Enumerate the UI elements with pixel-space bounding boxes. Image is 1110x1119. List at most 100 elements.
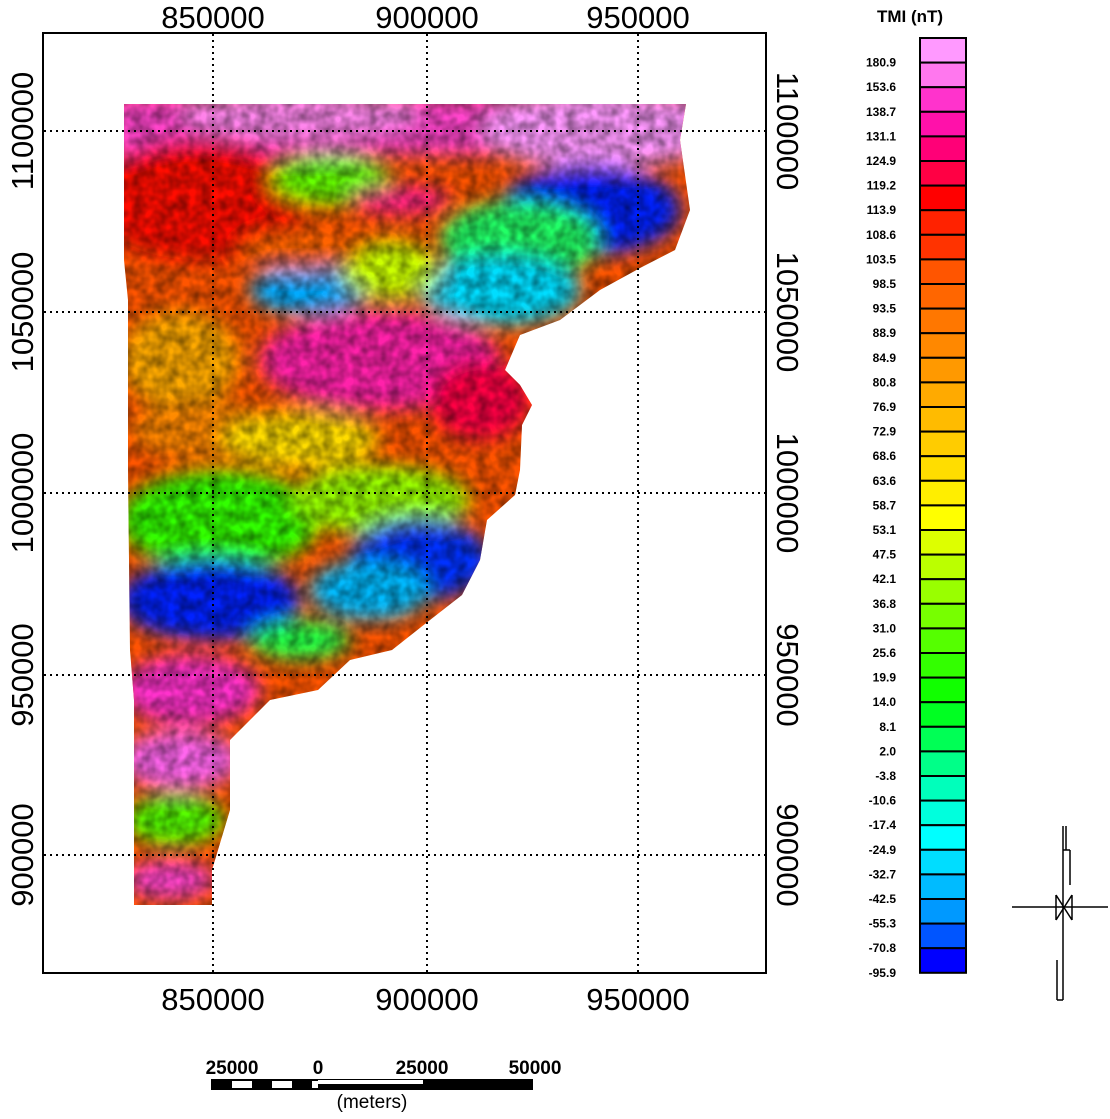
legend-swatch: [919, 553, 967, 581]
legend-swatch: [919, 430, 967, 458]
legend-swatch: [919, 701, 967, 728]
legend-label: 63.6: [873, 474, 897, 488]
y-tick-left: 900000: [5, 803, 40, 906]
legend-swatch: [919, 529, 967, 556]
legend-label: 153.6: [866, 80, 896, 94]
legend-swatch: [919, 307, 967, 335]
y-tick-right: 900000: [770, 803, 805, 906]
legend-swatch: [919, 479, 967, 507]
legend-label: 25.6: [873, 646, 897, 660]
legend-label: 58.7: [873, 498, 897, 512]
legend-swatch: [919, 86, 967, 113]
legend-label: 98.5: [873, 277, 897, 291]
legend-label: 72.9: [873, 425, 897, 439]
x-ticks-top: 850000 900000 950000: [161, 0, 689, 35]
y-tick-right: 1100000: [770, 72, 805, 190]
legend-swatch: [919, 37, 967, 64]
legend-label: 138.7: [866, 105, 896, 119]
x-tick-top: 950000: [586, 0, 689, 35]
y-tick-left: 1000000: [5, 433, 40, 554]
legend-swatch: [919, 209, 967, 236]
legend-swatch: [919, 898, 967, 925]
legend-label: 119.2: [867, 179, 897, 193]
legend-title: TMI (nT): [877, 7, 943, 26]
legend-swatch: [919, 455, 967, 482]
x-tick-bottom: 850000: [161, 982, 264, 1017]
legend-swatch: [919, 258, 967, 285]
legend-label: 103.5: [866, 252, 896, 266]
legend-label: -10.6: [869, 794, 897, 808]
legend-label: -24.9: [869, 843, 897, 857]
legend-swatch: [919, 578, 967, 605]
legend-label: 80.8: [873, 375, 897, 389]
legend-swatch: [919, 110, 967, 138]
legend-swatch: [919, 406, 967, 433]
legend-label: 131.1: [866, 129, 896, 143]
legend-label: -95.9: [869, 966, 897, 980]
legend-label: 124.9: [866, 154, 896, 168]
x-ticks-bottom: 850000 900000 950000: [161, 982, 689, 1017]
x-tick-top: 850000: [161, 0, 264, 35]
legend-swatch: [919, 873, 967, 901]
legend-swatch: [919, 775, 967, 802]
color-legend: TMI (nT) 180.9153.6138.7131.1124.9119.21…: [866, 7, 967, 980]
legend-swatch: [919, 824, 967, 851]
legend-label: 113.9: [867, 203, 897, 217]
legend-swatch: [919, 233, 967, 261]
scale-label: 0: [313, 1058, 324, 1079]
legend-label: 47.5: [873, 548, 897, 562]
scale-label: 50000: [509, 1058, 562, 1079]
legend-label: 42.1: [873, 572, 897, 586]
y-ticks-left: 1100000 1050000 1000000 950000 900000: [5, 72, 40, 907]
y-tick-left: 1050000: [5, 252, 40, 373]
legend-swatch: [919, 135, 967, 162]
legend-swatch: [919, 332, 967, 359]
scale-label: 25000: [206, 1058, 259, 1079]
y-tick-right: 950000: [770, 623, 805, 726]
legend-label: 19.9: [873, 671, 897, 685]
y-tick-left: 1100000: [5, 72, 40, 190]
legend-label: -42.5: [869, 892, 897, 906]
legend-label: 88.9: [873, 326, 897, 340]
legend-swatch: [919, 750, 967, 778]
legend-swatch: [919, 725, 967, 753]
y-ticks-right: 1100000 1050000 1000000 950000 900000: [770, 72, 805, 907]
legend-swatches: [919, 37, 967, 974]
north-arrow-icon: [1012, 826, 1108, 1001]
legend-label: 180.9: [866, 56, 896, 70]
legend-label: 76.9: [873, 400, 897, 414]
scale-bar: 25000 0 25000 50000 (meters): [206, 1058, 562, 1113]
scale-unit: (meters): [337, 1092, 408, 1113]
legend-labels: 180.9 153.6 138.7 131.1 124.9 119.2 113.9 108.6…: [866, 56, 896, 980]
legend-label: 84.9: [873, 351, 897, 365]
legend-label: -3.8: [875, 769, 896, 783]
legend-swatch: [919, 922, 967, 950]
x-tick-top: 900000: [375, 0, 478, 35]
legend-swatch: [919, 381, 967, 408]
legend-label: 31.0: [873, 621, 897, 635]
legend-swatch: [919, 356, 967, 384]
legend-label: 2.0: [879, 744, 896, 758]
legend-label: -55.3: [869, 917, 897, 931]
legend-label: -32.7: [869, 867, 897, 881]
legend-swatch: [919, 602, 967, 630]
legend-swatch: [919, 283, 967, 310]
legend-swatch: [919, 652, 967, 679]
scale-label: 25000: [396, 1058, 449, 1079]
x-tick-bottom: 900000: [375, 982, 478, 1017]
legend-swatch: [919, 184, 967, 212]
legend-label: 93.5: [873, 302, 897, 316]
legend-label: -17.4: [869, 818, 897, 832]
grid-lines: [44, 34, 765, 972]
y-tick-left: 950000: [5, 623, 40, 726]
y-tick-right: 1000000: [770, 433, 805, 554]
legend-label: 14.0: [873, 695, 897, 709]
legend-label: -70.8: [869, 941, 897, 955]
legend-label: 53.1: [873, 523, 897, 537]
legend-swatch: [919, 676, 967, 704]
legend-swatch: [919, 848, 967, 876]
legend-swatch: [919, 799, 967, 827]
y-tick-right: 1050000: [770, 252, 805, 373]
legend-label: 108.6: [866, 228, 896, 242]
